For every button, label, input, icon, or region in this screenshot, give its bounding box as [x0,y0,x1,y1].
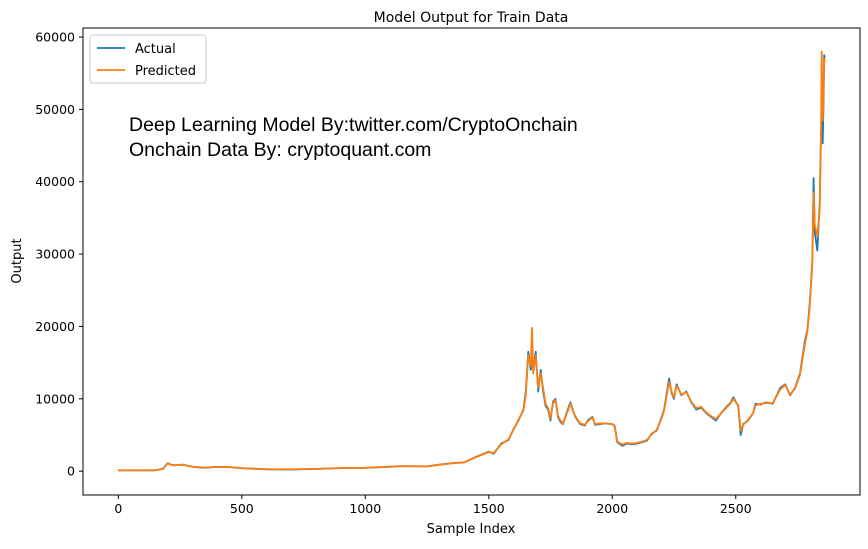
y-tick-label: 60000 [35,30,75,45]
y-axis-label: Output [10,238,25,283]
series-line-predicted [118,50,826,472]
y-axis-ticks: 0 10000 20000 30000 40000 50000 60000 [35,30,83,479]
y-tick-label: 50000 [35,102,75,117]
x-tick-label: 0 [114,501,122,516]
y-tick-label: 30000 [35,247,75,262]
plot-frame [82,27,861,496]
x-tick-label: 1500 [473,501,505,516]
x-tick-label: 500 [230,501,254,516]
legend-label-predicted: Predicted [135,64,196,79]
x-tick-label: 1000 [349,501,381,516]
y-tick-label: 10000 [35,391,75,406]
legend-box [89,34,207,84]
annotation-model: Deep Learning Model By:twitter.com/Crypt… [129,114,578,136]
y-tick-label: 0 [67,464,75,479]
y-tick-label: 20000 [35,319,75,334]
legend-label-actual: Actual [135,42,176,57]
x-axis-label: Sample Index [427,522,516,537]
chart-title: Model Output for Train Data [374,10,569,26]
y-tick-label: 40000 [35,174,75,189]
x-axis-ticks: 0 500 1000 1500 2000 2500 [114,495,752,516]
series-lines [118,50,826,472]
legend: Actual Predicted [89,34,207,84]
annotation-data-source: Onchain Data By: cryptoquant.com [129,139,431,161]
x-tick-label: 2000 [596,501,628,516]
x-tick-label: 2500 [720,501,752,516]
